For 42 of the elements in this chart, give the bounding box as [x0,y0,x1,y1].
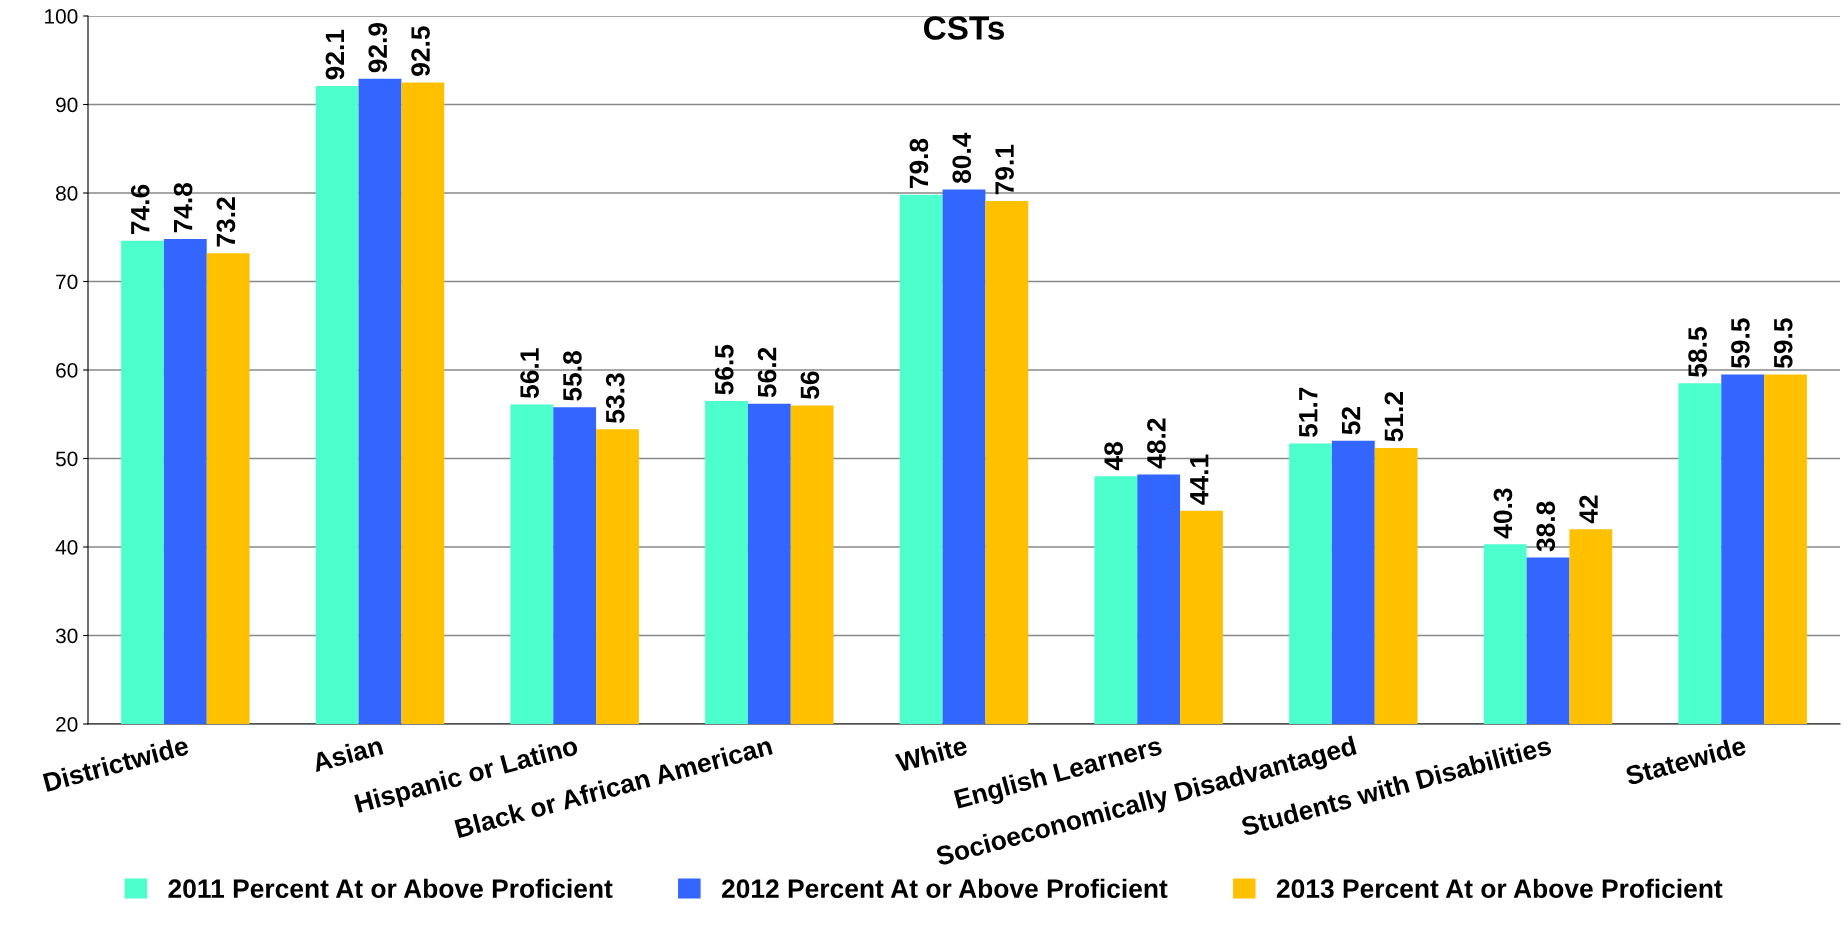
y-tick-label: 20 [56,717,78,732]
data-label: 73.2 [216,197,236,247]
y-tick-label: 80 [56,186,78,201]
data-label: 56.1 [520,348,539,399]
data-label: 79.1 [995,144,1014,195]
data-label: 56.2 [757,347,777,398]
data-label: 92.5 [411,26,430,76]
x-tick-label: Asian [311,735,384,773]
data-label: 48.2 [1147,418,1166,469]
data-label: 58.5 [1688,327,1707,377]
data-label: 44.1 [1190,454,1209,505]
data-label: 74.8 [173,182,193,233]
data-label: 80.4 [952,132,972,184]
data-label: 53.3 [605,373,625,423]
legend-label: 2012 Percent At or Above Proficient [721,878,1168,899]
data-label: 59.5 [1773,318,1793,369]
data-label: 51.2 [1384,392,1404,442]
y-tick-label: 60 [56,363,78,378]
data-label: 48 [1104,442,1123,471]
data-label: 79.8 [909,138,929,189]
data-label: 38.8 [1536,501,1556,552]
data-label: 51.7 [1299,387,1318,438]
y-tick-label: 70 [56,274,78,290]
data-label: 55.8 [563,351,582,401]
y-tick-label: 90 [56,97,78,113]
data-label: 56 [800,371,820,400]
y-tick-label: 40 [55,540,78,555]
data-label: 92.1 [325,29,345,80]
data-label: 40.3 [1493,488,1513,539]
data-label: 74.6 [130,184,150,235]
data-label: 52 [1341,406,1361,435]
data-label: 42 [1579,495,1598,524]
y-tick-label: 100 [45,9,78,24]
data-label: 59.5 [1731,318,1750,369]
y-tick-label: 50 [55,451,78,467]
data-label: 56.5 [714,344,734,395]
legend-label: 2011 Percent At or Above Proficient [168,878,613,899]
legend-label: 2013 Percent At or Above Proficient [1276,878,1723,899]
y-tick-label: 30 [55,628,78,644]
x-tick-label: Statewide [1624,735,1747,786]
chart-title: CSTs [924,16,1005,40]
data-label: 92.9 [368,22,388,73]
